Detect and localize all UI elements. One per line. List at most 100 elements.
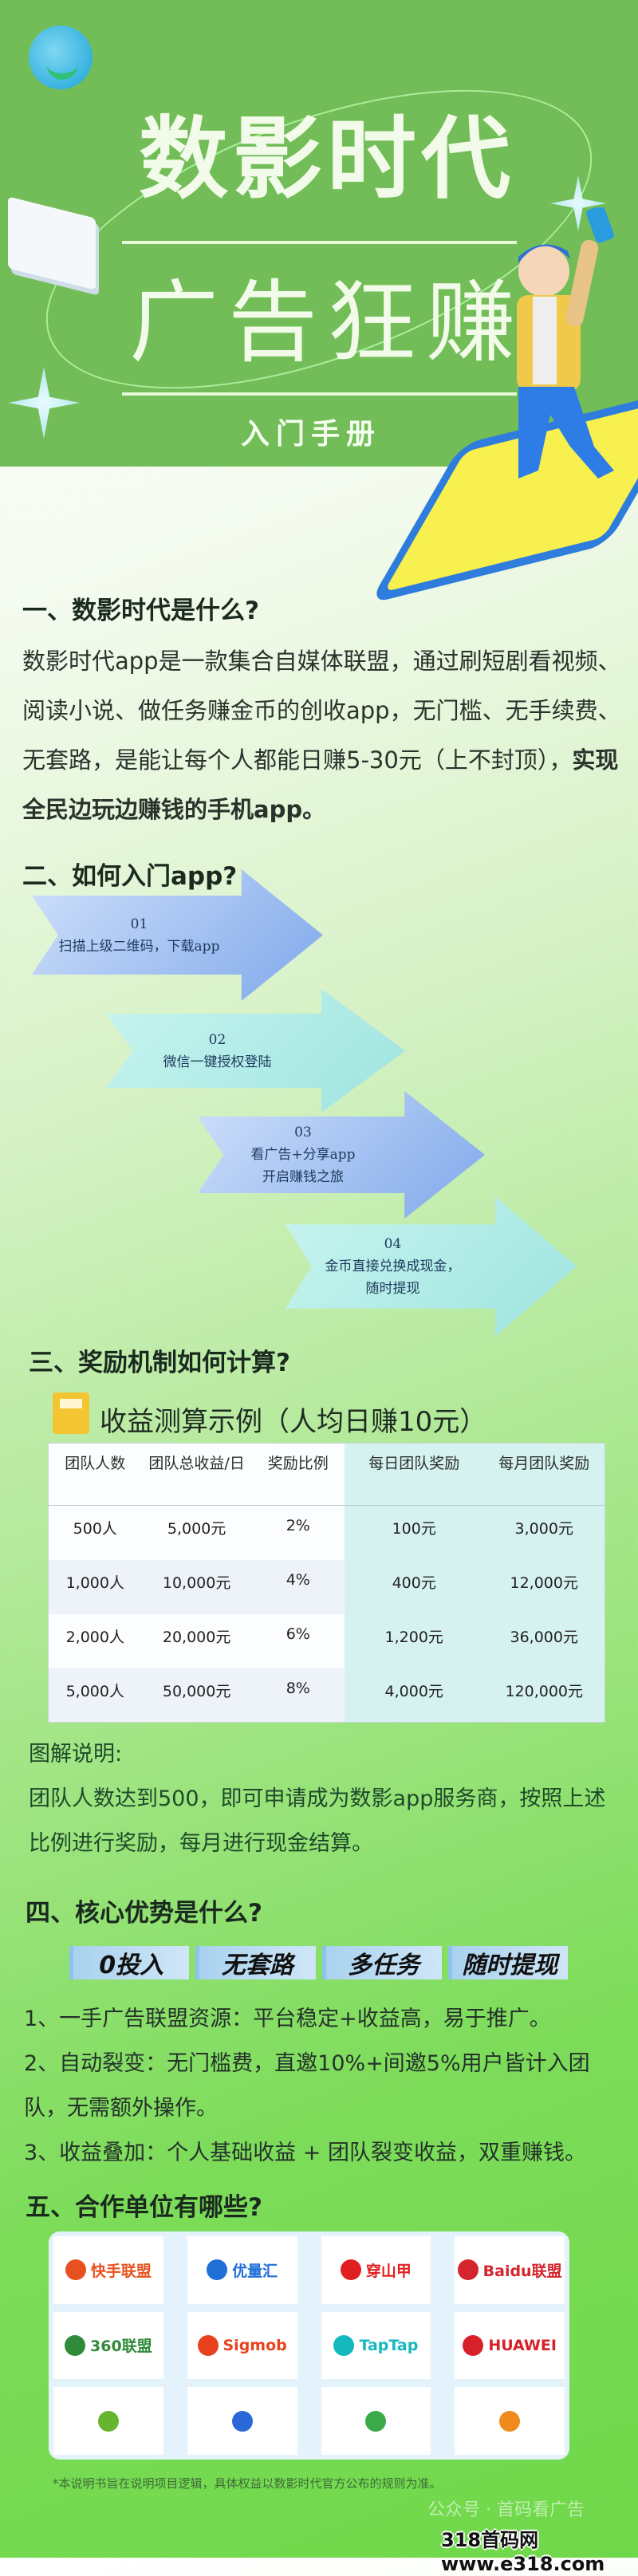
- table-row: 2,000人 20,000元 6% 1,200元 36,000元: [48, 1613, 605, 1668]
- kuaishou-logo-icon: [65, 2259, 86, 2281]
- section-heading: 二、如何入门app?: [22, 862, 238, 891]
- table-cell: 5,000人: [48, 1668, 142, 1723]
- advantage-item: 2、自动裂变：无门槛费，直邀10%+间邀5%用户皆计入团队，无需额外操作。: [24, 2051, 590, 2121]
- table-cell: 500人: [48, 1505, 142, 1560]
- badge: 多任务: [321, 1946, 442, 1979]
- step-number: 04: [384, 1236, 402, 1252]
- step-number: 03: [294, 1125, 312, 1140]
- column-header: 每月团队奖励: [483, 1443, 605, 1506]
- taptap-logo-icon: [333, 2334, 355, 2356]
- step-text: 随时提现: [365, 1281, 420, 1297]
- note-body: 团队人数达到500，即可申请成为数影app服务商，按照上述比例进行奖励，每月进行…: [29, 1786, 606, 1856]
- note-title: 图解说明:: [29, 1742, 123, 1767]
- step-text: 开启赚钱之旅: [262, 1169, 344, 1185]
- partner-logo: [321, 2387, 431, 2455]
- intro-paragraph: 数影时代app是一款集合自媒体联盟，通过刷短剧看视频、阅读小说、做任务赚金币的创…: [22, 636, 628, 834]
- watermark-site: 318首码网 www.e318.com: [441, 2529, 605, 2575]
- divider: [122, 241, 517, 244]
- table-cell: 120,000元: [483, 1668, 605, 1723]
- table-cell: 50,000元: [141, 1668, 252, 1723]
- reward-table: 团队人数 团队总收益/日 奖励比例 每日团队奖励 每月团队奖励 500人 5,0…: [48, 1443, 605, 1723]
- advantage-item: 1、一手广告联盟资源：平台稳定+收益高，易于推广。: [24, 2007, 551, 2031]
- header-banner: 数影时代 广告狂赚 入门手册: [0, 0, 638, 467]
- baidu-paw-icon: [457, 2259, 478, 2281]
- guide-label: 入门手册: [240, 418, 381, 451]
- badge: 随时提现: [447, 1946, 568, 1979]
- partner-logo: 快手联盟: [53, 2236, 163, 2304]
- partner-name: TapTap: [359, 2336, 419, 2354]
- disclaimer: *本说明书旨在说明项目逻辑，具体权益以数影时代官方公布的规则为准。: [53, 2476, 442, 2491]
- partner-name: Baidu联盟: [482, 2262, 562, 2280]
- partner-logo: [455, 2387, 565, 2455]
- section-heading: 三、奖励机制如何计算?: [29, 1349, 290, 1377]
- step-text: 看广告+分享app: [250, 1147, 356, 1163]
- partner-logo: Baidu联盟: [455, 2236, 565, 2304]
- column-header: 团队人数: [48, 1443, 142, 1506]
- partner-name: Sigmob: [223, 2336, 287, 2354]
- table-title: 收益测算示例（人均日赚10元）: [100, 1406, 487, 1438]
- divider: [122, 392, 517, 396]
- partner-logo: TapTap: [321, 2311, 431, 2380]
- table-row: 500人 5,000元 2% 100元 3,000元: [48, 1505, 605, 1560]
- table-cell: 100元: [344, 1505, 484, 1560]
- partner-name: 优量汇: [232, 2262, 278, 2280]
- x-pattern-logo-icon: [499, 2410, 521, 2432]
- partner-logo-grid: 快手联盟 优量汇 穿山甲 Baidu联盟 360联盟 Sigmob TapTap HUAWEI: [49, 2231, 569, 2460]
- calculator-icon: [53, 1392, 89, 1434]
- app-logo-icon: [29, 26, 93, 89]
- table-cell: 6%: [251, 1613, 345, 1668]
- table-cell: 20,000元: [141, 1613, 252, 1668]
- step-text: 微信一键授权登陆: [163, 1054, 272, 1070]
- step-arrow-4: 04 金币直接兑换成现金， 随时提现: [286, 1196, 577, 1337]
- table-cell: 4%: [251, 1559, 345, 1614]
- book-icon: [8, 196, 96, 290]
- table-row: 5,000人 50,000元 8% 4,000元 120,000元: [48, 1668, 605, 1723]
- section-heading: 四、核心优势是什么?: [26, 1899, 262, 1928]
- table-row: 1,000人 10,000元 4% 400元 12,000元: [48, 1559, 605, 1614]
- step-number: 01: [130, 916, 148, 932]
- sparkle-icon: [8, 367, 80, 439]
- pangle-logo-icon: [340, 2259, 361, 2281]
- table-cell: 1,200元: [344, 1613, 484, 1668]
- advantage-list: 1、一手广告联盟资源：平台稳定+收益高，易于推广。 2、自动裂变：无门槛费，直邀…: [24, 1997, 630, 2176]
- step-text: 扫描上级二维码，下载app: [58, 938, 220, 955]
- step-number: 02: [208, 1031, 226, 1048]
- table-cell: 400元: [344, 1559, 484, 1614]
- table-cell: 2%: [251, 1505, 345, 1560]
- page-subtitle: 广告狂赚: [129, 271, 525, 375]
- table-cell: 36,000元: [483, 1613, 605, 1668]
- youlianghui-logo-icon: [207, 2259, 228, 2281]
- partner-logo: [187, 2387, 297, 2455]
- table-cell: 4,000元: [344, 1668, 484, 1723]
- intro-text: 数影时代app是一款集合自媒体联盟，通过刷短剧看视频、阅读小说、做任务赚金币的创…: [22, 648, 621, 774]
- partner-logo: HUAWEI: [455, 2311, 565, 2380]
- advantage-item: 3、收益叠加：个人基础收益 + 团队裂变收益，双重赚钱。: [24, 2141, 586, 2165]
- page-title: 数影时代: [139, 108, 515, 211]
- badge: 无套路: [195, 1946, 316, 1979]
- intro-highlight: 实现全民边玩边赚钱的手机app。: [22, 746, 619, 823]
- step-arrow-2: 02 微信一键授权登陆: [106, 989, 405, 1113]
- sigmob-logo-icon: [197, 2334, 219, 2356]
- partner-name: HUAWEI: [488, 2336, 557, 2354]
- partner-logo: Sigmob: [187, 2311, 297, 2380]
- table-cell: 10,000元: [141, 1559, 252, 1614]
- table-cell: 2,000人: [48, 1613, 142, 1668]
- section-heading: 一、数影时代是什么?: [22, 597, 259, 625]
- partner-name: 360联盟: [90, 2338, 152, 2356]
- table-cell: 5,000元: [141, 1505, 252, 1560]
- table-cell: 8%: [251, 1668, 345, 1723]
- column-header: 团队总收益/日: [141, 1443, 252, 1506]
- partner-logo: 360联盟: [53, 2311, 163, 2380]
- hexagon-leaf-icon: [365, 2410, 387, 2432]
- table-cell: 12,000元: [483, 1559, 605, 1614]
- section-heading: 五、合作单位有哪些?: [26, 2193, 262, 2222]
- huawei-flower-icon: [463, 2334, 484, 2356]
- column-header: 每日团队奖励: [344, 1443, 484, 1506]
- running-character-illustration: [517, 207, 614, 479]
- advantage-badges: 0投入 无套路 多任务 随时提现: [69, 1946, 568, 1979]
- partner-name: 快手联盟: [90, 2262, 152, 2280]
- 360-logo-icon: [65, 2334, 86, 2356]
- column-header: 奖励比例: [251, 1443, 345, 1506]
- table-cell: 3,000元: [483, 1505, 605, 1560]
- partner-logo: 穿山甲: [321, 2236, 431, 2304]
